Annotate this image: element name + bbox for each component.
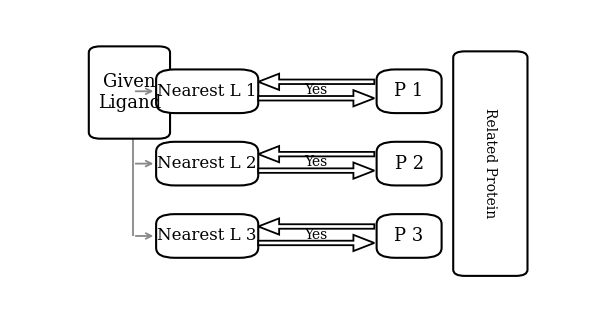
FancyBboxPatch shape (89, 46, 170, 139)
Polygon shape (258, 235, 374, 251)
Text: Yes: Yes (305, 156, 328, 169)
Text: P 2: P 2 (395, 155, 423, 173)
Polygon shape (258, 146, 374, 162)
Polygon shape (258, 218, 374, 235)
Text: P 3: P 3 (395, 227, 423, 245)
FancyBboxPatch shape (377, 214, 441, 258)
FancyBboxPatch shape (156, 214, 258, 258)
FancyBboxPatch shape (377, 142, 441, 185)
Text: Given
Ligand: Given Ligand (98, 73, 161, 112)
Text: P 1: P 1 (395, 82, 423, 100)
Text: Yes: Yes (305, 228, 328, 242)
Polygon shape (258, 74, 374, 90)
FancyBboxPatch shape (156, 69, 258, 113)
Polygon shape (258, 90, 374, 106)
Text: Nearest L 1: Nearest L 1 (158, 83, 257, 100)
Text: Related Protein: Related Protein (483, 109, 497, 219)
Text: Yes: Yes (305, 83, 328, 97)
FancyBboxPatch shape (156, 142, 258, 185)
Polygon shape (258, 163, 374, 179)
FancyBboxPatch shape (377, 69, 441, 113)
Text: Nearest L 2: Nearest L 2 (158, 155, 257, 172)
Text: Nearest L 3: Nearest L 3 (158, 227, 257, 245)
